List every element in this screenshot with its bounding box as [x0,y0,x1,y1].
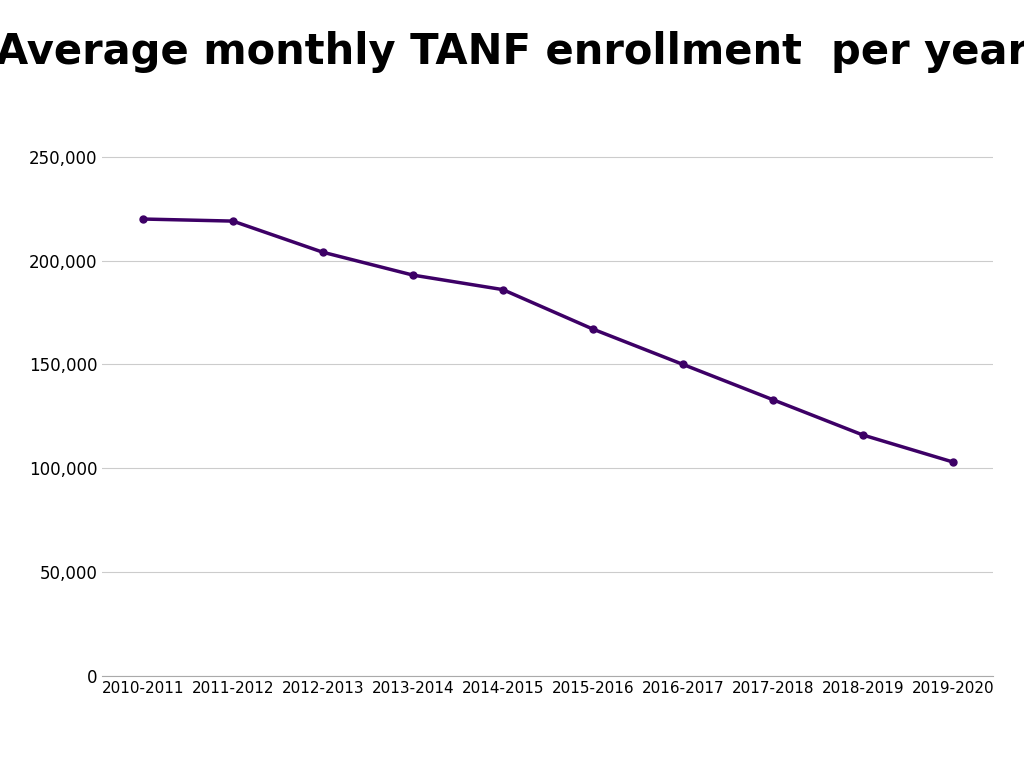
Text: Average monthly TANF enrollment  per year: Average monthly TANF enrollment per year [0,31,1024,73]
